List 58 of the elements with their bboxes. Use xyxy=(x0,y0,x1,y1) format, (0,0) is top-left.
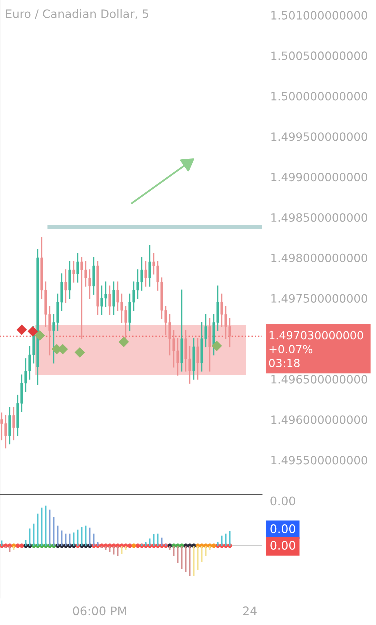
candlestick xyxy=(148,245,152,287)
candlestick xyxy=(64,270,68,304)
candlestick xyxy=(12,407,16,441)
candlestick xyxy=(4,415,8,449)
candlestick xyxy=(208,318,212,372)
candlestick xyxy=(68,262,72,300)
point xyxy=(212,340,222,352)
candlestick xyxy=(228,318,232,348)
point xyxy=(118,336,130,348)
y-tick-label: 1.495500000000 xyxy=(272,456,368,465)
text: 0.00 xyxy=(270,496,296,506)
candlestick xyxy=(88,270,92,300)
y-tick-label: 1.500000000000 xyxy=(272,92,368,101)
y-tick-label: 1.498500000000 xyxy=(272,213,368,222)
candlestick xyxy=(128,294,132,332)
candlestick xyxy=(220,294,224,328)
candlestick xyxy=(76,253,80,283)
text: 0.00 xyxy=(270,524,296,534)
point xyxy=(74,347,86,358)
candlestick xyxy=(144,262,148,287)
candlestick xyxy=(140,257,144,291)
candlestick xyxy=(104,282,108,308)
candlestick xyxy=(136,270,140,300)
y-tick-label: 1.499500000000 xyxy=(272,132,368,142)
text: Euro / Canadian Dollar, 5 xyxy=(6,9,148,20)
candlestick xyxy=(100,286,104,316)
candlestick xyxy=(124,306,128,340)
candlestick xyxy=(116,282,120,312)
y-tick-label: 1.496000000000 xyxy=(272,416,368,424)
candlestick xyxy=(120,294,124,324)
y-tick-label: 1.496500000000 xyxy=(272,375,368,384)
y-tick-label: 1.500500000000 xyxy=(272,52,368,60)
y-tick-label: 1.498000000000 xyxy=(272,254,368,263)
candlestick xyxy=(8,407,12,445)
ref-line-label: 1.497030000000 xyxy=(270,331,364,340)
x-tick-label: 24 xyxy=(243,606,257,616)
candlestick xyxy=(224,306,228,340)
candlestick xyxy=(84,262,88,287)
candlestick xyxy=(0,412,4,441)
candlestick xyxy=(184,330,188,372)
text: 03:18 xyxy=(269,359,300,368)
candlestick xyxy=(108,286,112,316)
point xyxy=(16,324,28,336)
candlestick xyxy=(168,314,172,356)
candlestick xyxy=(72,262,76,283)
candlestick xyxy=(196,338,200,380)
candlestick xyxy=(92,257,96,295)
candlestick xyxy=(112,282,116,316)
x-tick-label: 06:00 PM xyxy=(73,606,126,616)
y-tick-label: 1.499000000000 xyxy=(272,173,368,182)
point xyxy=(34,330,46,341)
y-tick-label: 1.501000000000 xyxy=(272,11,368,20)
text: 0.00 xyxy=(270,541,296,550)
candlestick xyxy=(176,338,180,376)
point xyxy=(28,326,38,337)
candlestick xyxy=(80,257,84,340)
text: +0.07% xyxy=(270,345,313,354)
y-tick-label: 1.497500000000 xyxy=(272,294,368,303)
